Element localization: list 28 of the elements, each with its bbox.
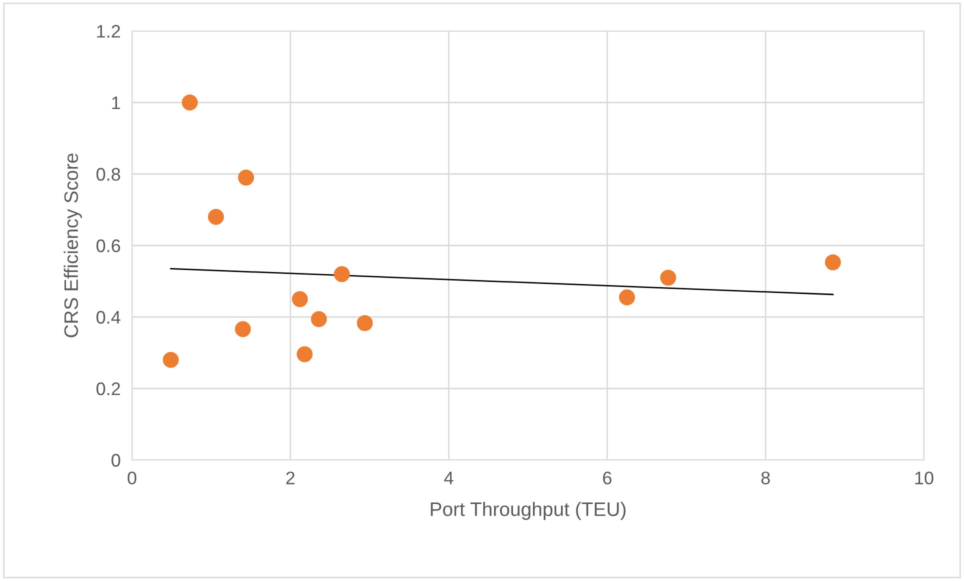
point: [660, 270, 676, 286]
point: [182, 94, 198, 110]
x-tick-label: 0: [128, 472, 136, 484]
y-tick-label: 1.2: [97, 24, 120, 38]
x-tick-label: 10: [915, 472, 934, 484]
y-tick-label: 0.2: [96, 382, 120, 396]
y-tick-label: 0.6: [96, 239, 120, 252]
point: [292, 291, 308, 308]
point: [296, 346, 313, 362]
x-tick-label: 2: [286, 472, 295, 484]
y-tick-label: 1: [112, 96, 120, 110]
point: [162, 352, 179, 368]
x-tick-label: 6: [603, 472, 612, 484]
y-tick-label: 0.8: [96, 168, 120, 181]
point: [824, 254, 841, 270]
y-axis-title: CRS Efficiency Score: [64, 154, 82, 338]
point: [356, 315, 373, 332]
x-axis-title: Port Throughput (TEU): [430, 502, 626, 520]
x-tick-label: 4: [444, 472, 454, 484]
y-tick-label: 0.4: [96, 310, 120, 324]
y-tick-label: 0: [112, 454, 120, 467]
point: [334, 266, 350, 282]
point: [234, 321, 251, 338]
point: [619, 289, 635, 306]
point: [208, 208, 224, 225]
x-tick-label: 8: [761, 472, 770, 484]
point: [310, 311, 327, 328]
point: [238, 170, 254, 186]
